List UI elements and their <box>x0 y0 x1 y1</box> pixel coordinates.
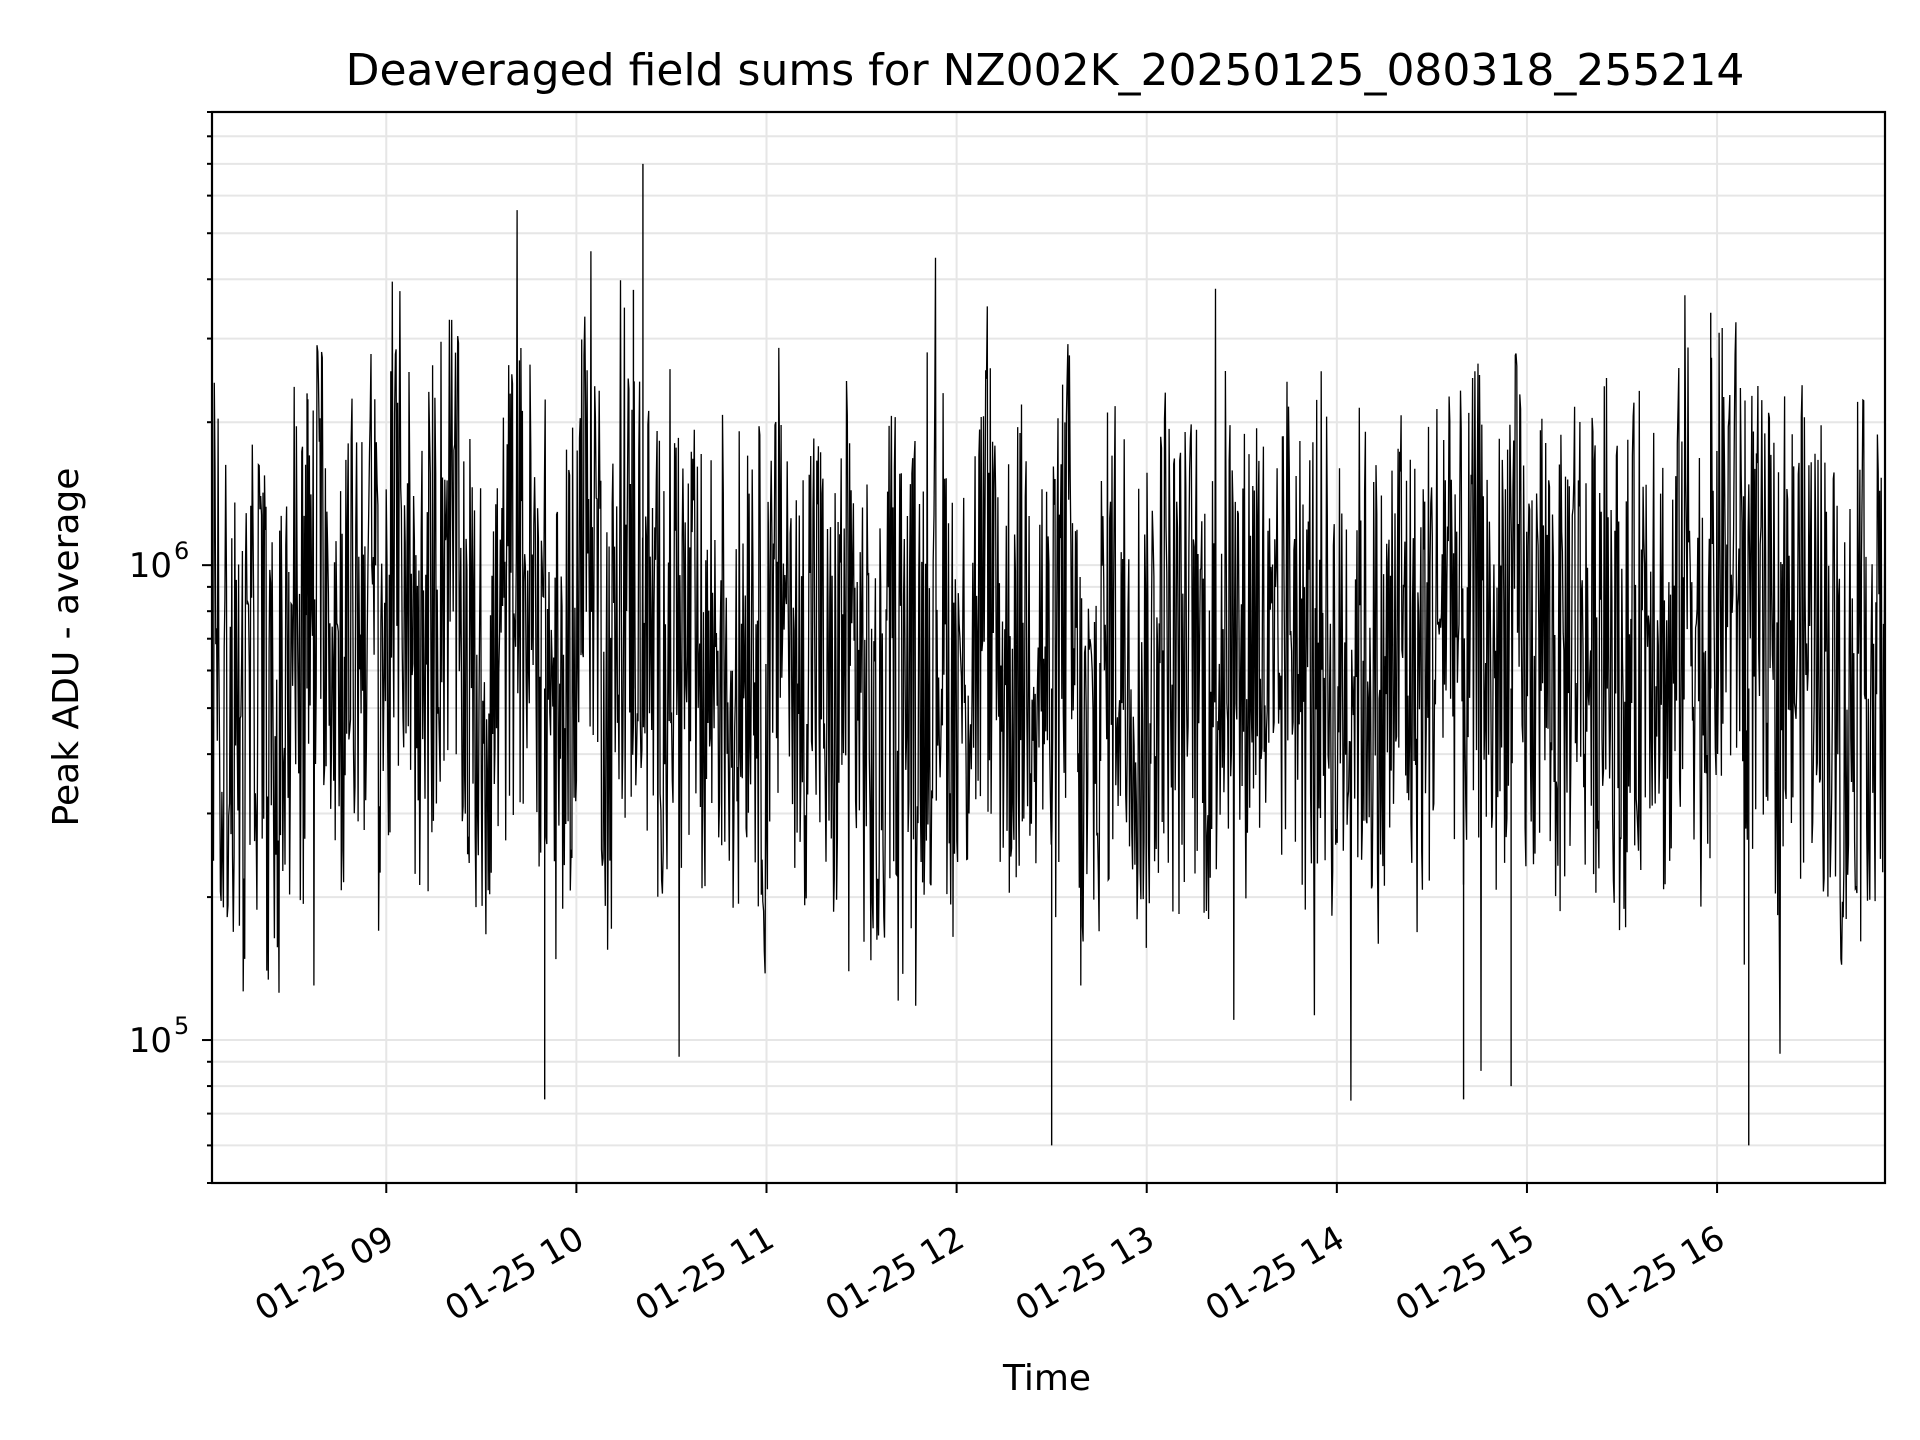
plot-frame <box>210 110 1887 1185</box>
chart-title: Deaveraged field sums for NZ002K_2025012… <box>346 45 1745 96</box>
series-line <box>211 210 1886 1101</box>
y-tick-exponent: 6 <box>174 537 189 565</box>
y-tick-label: 10 <box>129 1021 172 1061</box>
y-tick-exponent: 5 <box>174 1012 189 1040</box>
y-axis-label: Peak ADU - average <box>46 468 87 827</box>
series-layer <box>211 163 1886 1146</box>
x-axis-label: Time <box>1002 1358 1091 1399</box>
y-tick-label: 10 <box>129 546 172 586</box>
